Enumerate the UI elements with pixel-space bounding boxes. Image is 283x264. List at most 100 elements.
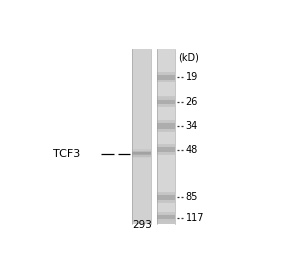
Bar xyxy=(132,109,151,110)
Bar xyxy=(156,106,175,107)
Bar xyxy=(132,200,151,202)
Bar xyxy=(132,193,151,195)
Bar xyxy=(156,49,175,50)
Bar xyxy=(132,139,151,141)
Bar xyxy=(132,97,151,98)
Bar xyxy=(132,221,151,222)
Bar xyxy=(156,126,175,128)
Bar xyxy=(156,125,175,126)
Bar xyxy=(156,71,175,72)
Bar xyxy=(156,163,175,164)
Bar xyxy=(132,62,151,64)
Bar xyxy=(132,136,151,138)
Bar xyxy=(132,91,151,93)
Bar xyxy=(132,182,151,183)
Bar xyxy=(132,120,151,122)
Bar xyxy=(156,179,175,180)
Bar xyxy=(156,109,175,110)
Bar xyxy=(132,154,151,155)
Bar xyxy=(156,81,175,82)
Bar xyxy=(132,215,151,216)
Text: (kD): (kD) xyxy=(178,52,199,62)
Bar xyxy=(132,56,151,58)
Bar xyxy=(132,69,151,71)
Bar xyxy=(156,206,175,208)
Bar xyxy=(156,196,175,197)
Bar xyxy=(156,103,175,104)
Bar xyxy=(132,211,151,212)
Bar xyxy=(156,94,175,96)
Bar xyxy=(132,160,151,161)
Bar xyxy=(156,167,175,168)
Bar xyxy=(132,138,151,139)
Bar xyxy=(132,87,151,88)
Bar xyxy=(132,190,151,192)
Bar xyxy=(156,93,175,94)
Bar xyxy=(156,148,175,149)
Bar xyxy=(156,193,175,195)
Bar xyxy=(156,214,175,215)
Bar xyxy=(132,199,151,200)
Bar xyxy=(156,186,175,187)
Bar xyxy=(132,168,151,170)
Bar xyxy=(132,82,151,84)
Bar xyxy=(156,164,175,166)
Bar xyxy=(156,136,175,138)
Bar xyxy=(132,166,151,167)
Bar xyxy=(132,68,151,69)
Bar xyxy=(156,142,175,144)
Bar xyxy=(156,53,175,55)
Bar xyxy=(156,112,175,113)
Bar xyxy=(156,64,175,65)
Bar xyxy=(132,61,151,62)
Bar xyxy=(132,163,151,164)
Bar xyxy=(156,65,175,67)
Bar xyxy=(156,147,175,148)
Bar xyxy=(132,196,151,197)
Bar xyxy=(156,208,175,209)
Bar xyxy=(156,215,175,216)
Bar xyxy=(132,112,151,113)
Bar xyxy=(132,174,151,176)
Bar xyxy=(132,72,151,74)
Bar xyxy=(132,122,151,123)
Bar xyxy=(132,186,151,187)
Bar xyxy=(156,166,175,167)
Bar xyxy=(132,50,151,52)
Bar xyxy=(132,176,151,177)
Bar xyxy=(132,185,151,186)
Bar xyxy=(132,144,151,145)
Bar xyxy=(156,145,175,147)
Bar xyxy=(156,199,175,200)
Bar xyxy=(132,85,151,87)
Text: 85: 85 xyxy=(186,192,198,202)
Bar xyxy=(132,81,151,82)
Bar xyxy=(156,190,175,192)
Bar xyxy=(132,134,151,135)
Bar xyxy=(156,144,175,145)
Bar xyxy=(156,173,175,174)
Bar xyxy=(132,132,151,134)
Bar xyxy=(156,101,175,103)
Bar xyxy=(132,74,151,75)
Bar xyxy=(156,195,175,196)
Bar xyxy=(132,96,151,97)
Text: 34: 34 xyxy=(186,121,198,131)
Bar xyxy=(156,209,175,211)
Bar xyxy=(156,222,175,224)
Bar xyxy=(156,180,175,182)
Bar xyxy=(156,120,175,122)
Bar xyxy=(156,98,175,100)
Bar xyxy=(132,59,151,61)
Bar xyxy=(132,151,151,152)
Bar xyxy=(156,59,175,61)
Bar xyxy=(156,77,175,78)
Bar xyxy=(132,179,151,180)
Bar xyxy=(132,214,151,215)
Bar xyxy=(156,149,175,151)
Bar xyxy=(132,183,151,185)
Bar xyxy=(132,90,151,91)
Bar xyxy=(132,177,151,179)
Bar xyxy=(132,119,151,120)
Bar xyxy=(156,91,175,93)
